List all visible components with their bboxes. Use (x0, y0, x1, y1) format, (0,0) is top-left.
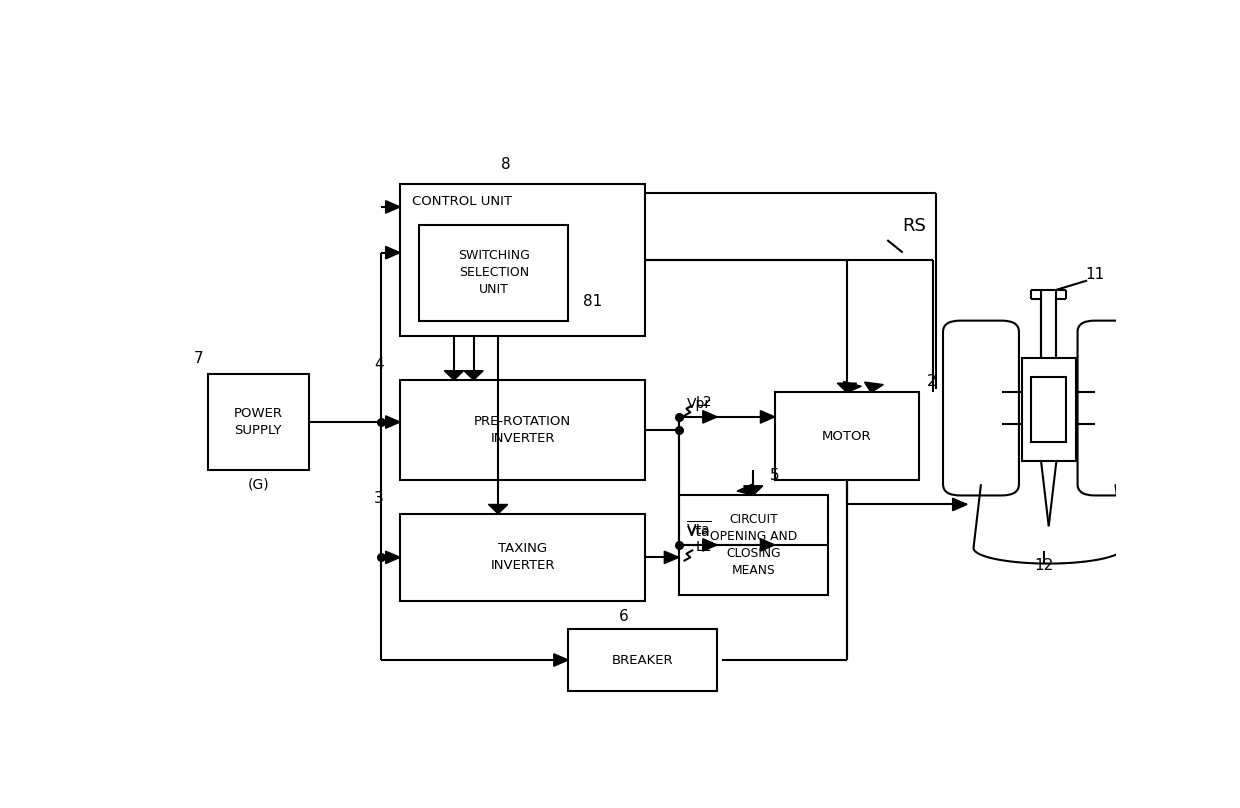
Bar (208, 374, 309, 470)
Text: 6: 6 (619, 609, 629, 625)
Polygon shape (744, 486, 763, 495)
Text: 2: 2 (926, 374, 936, 389)
Polygon shape (952, 499, 967, 511)
Text: 12: 12 (1034, 558, 1054, 573)
Polygon shape (554, 654, 568, 667)
Text: BREAKER: BREAKER (611, 654, 673, 667)
Text: (G): (G) (248, 478, 269, 492)
Polygon shape (703, 410, 717, 423)
Text: 4: 4 (374, 357, 383, 372)
Polygon shape (386, 416, 401, 428)
Polygon shape (665, 551, 678, 564)
FancyBboxPatch shape (944, 321, 1019, 495)
Bar (678, 495, 828, 595)
Text: RS: RS (903, 217, 926, 235)
Text: $\overline{\mathrm{Vta}}$: $\overline{\mathrm{Vta}}$ (687, 520, 712, 539)
Text: 8: 8 (501, 157, 510, 171)
Polygon shape (386, 200, 401, 213)
Text: 11: 11 (1085, 267, 1105, 282)
Polygon shape (760, 539, 775, 551)
Text: MOTOR: MOTOR (822, 430, 872, 443)
Polygon shape (386, 551, 401, 564)
Text: CIRCUIT
OPENING AND
CLOSING
MEANS: CIRCUIT OPENING AND CLOSING MEANS (709, 513, 797, 577)
Bar (568, 629, 717, 691)
FancyBboxPatch shape (1078, 321, 1153, 495)
Bar (1032, 377, 1066, 442)
Bar (401, 184, 645, 336)
Text: 5: 5 (770, 468, 779, 482)
Bar (401, 380, 645, 480)
Text: 3: 3 (374, 490, 384, 506)
Polygon shape (864, 382, 883, 393)
Text: 7: 7 (193, 351, 203, 366)
Polygon shape (444, 371, 464, 380)
Bar (419, 225, 568, 321)
Bar (775, 393, 919, 480)
Bar (401, 514, 645, 601)
Polygon shape (703, 539, 717, 551)
Polygon shape (843, 381, 862, 393)
Text: L1: L1 (696, 540, 713, 554)
Polygon shape (386, 246, 401, 259)
Polygon shape (837, 383, 857, 393)
Text: POWER
SUPPLY: POWER SUPPLY (234, 407, 283, 437)
Polygon shape (760, 410, 775, 423)
Text: 81: 81 (583, 294, 601, 309)
Text: Vpr: Vpr (687, 397, 711, 410)
Polygon shape (489, 504, 507, 514)
Text: PRE-ROTATION
INVERTER: PRE-ROTATION INVERTER (474, 415, 572, 445)
Text: TAXING
INVERTER: TAXING INVERTER (490, 542, 554, 572)
Bar (1022, 358, 1075, 461)
Text: Vta: Vta (687, 524, 711, 539)
Text: L2: L2 (696, 395, 713, 409)
Text: SWITCHING
SELECTION
UNIT: SWITCHING SELECTION UNIT (458, 249, 529, 297)
Polygon shape (464, 371, 484, 380)
Text: CONTROL UNIT: CONTROL UNIT (412, 196, 512, 208)
Polygon shape (737, 484, 753, 495)
